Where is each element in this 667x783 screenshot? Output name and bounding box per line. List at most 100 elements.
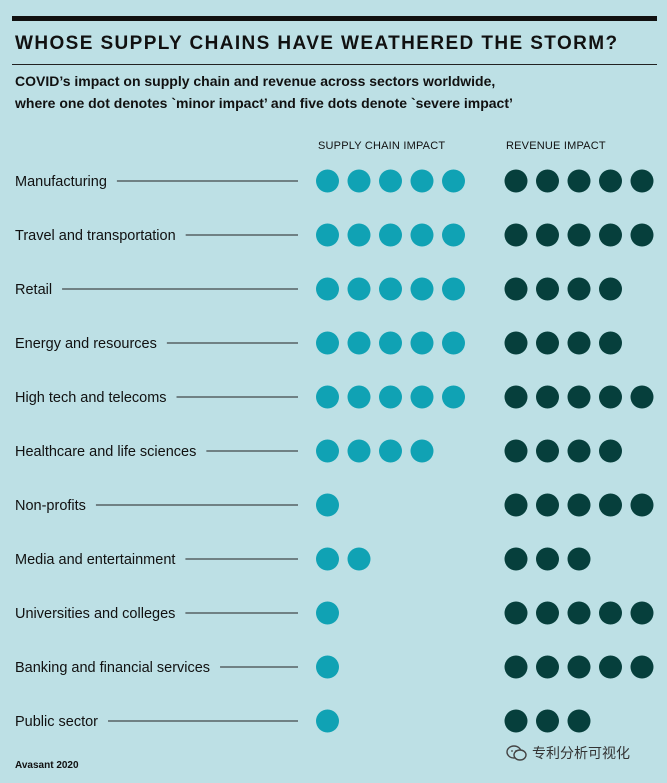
supply-dot-non-profits-1 — [316, 493, 339, 517]
row-label-retail: Retail — [15, 282, 52, 298]
revenue-dot-public-sector-2 — [536, 709, 559, 733]
supply-dot-media-and-entertainment-1 — [316, 547, 339, 571]
title-divider — [12, 64, 657, 65]
revenue-dot-media-and-entertainment-2 — [536, 547, 559, 571]
revenue-dot-high-tech-and-telecoms-4 — [599, 385, 622, 409]
supply-dot-retail-1 — [316, 277, 339, 301]
supply-dot-travel-and-transportation-1 — [316, 223, 339, 247]
row-label-non-profits: Non-profits — [15, 498, 86, 514]
revenue-dot-non-profits-5 — [630, 493, 654, 517]
supply-dot-media-and-entertainment-2 — [347, 547, 371, 571]
supply-dot-retail-2 — [347, 277, 371, 301]
revenue-dot-universities-and-colleges-2 — [536, 601, 559, 625]
supply-dot-manufacturing-2 — [347, 169, 371, 193]
revenue-dot-media-and-entertainment-3 — [567, 547, 591, 571]
supply-dot-travel-and-transportation-5 — [442, 223, 465, 247]
supply-dot-banking-and-financial-services-1 — [316, 655, 339, 679]
supply-dot-retail-5 — [442, 277, 465, 301]
row-label-healthcare-and-life-sciences: Healthcare and life sciences — [15, 444, 196, 460]
row-label-travel-and-transportation: Travel and transportation — [15, 228, 176, 244]
supply-dot-high-tech-and-telecoms-4 — [410, 385, 434, 409]
revenue-dot-retail-4 — [599, 277, 622, 301]
supply-dot-high-tech-and-telecoms-2 — [347, 385, 371, 409]
supply-dot-healthcare-and-life-sciences-1 — [316, 439, 339, 463]
revenue-dot-banking-and-financial-services-5 — [630, 655, 654, 679]
watermark: 专利分析可视化 — [506, 743, 630, 763]
revenue-dot-manufacturing-2 — [536, 169, 559, 193]
row-label-energy-and-resources: Energy and resources — [15, 336, 157, 352]
supply-dot-public-sector-1 — [316, 709, 339, 733]
revenue-dot-energy-and-resources-3 — [567, 331, 591, 355]
supply-dot-travel-and-transportation-3 — [379, 223, 402, 247]
revenue-dot-banking-and-financial-services-3 — [567, 655, 591, 679]
wechat-icon — [506, 745, 527, 761]
supply-dot-energy-and-resources-1 — [316, 331, 339, 355]
supply-dot-high-tech-and-telecoms-3 — [379, 385, 402, 409]
supply-dot-manufacturing-1 — [316, 169, 339, 193]
supply-dot-retail-4 — [410, 277, 434, 301]
revenue-dot-banking-and-financial-services-2 — [536, 655, 559, 679]
supply-dot-manufacturing-3 — [379, 169, 402, 193]
revenue-dot-high-tech-and-telecoms-5 — [630, 385, 654, 409]
row-label-banking-and-financial-services: Banking and financial services — [15, 660, 210, 676]
supply-dot-energy-and-resources-2 — [347, 331, 371, 355]
revenue-dot-non-profits-2 — [536, 493, 559, 517]
revenue-dot-travel-and-transportation-4 — [599, 223, 622, 247]
revenue-dot-retail-3 — [567, 277, 591, 301]
row-label-manufacturing: Manufacturing — [15, 174, 107, 190]
row-label-universities-and-colleges: Universities and colleges — [15, 606, 175, 622]
revenue-dot-non-profits-4 — [599, 493, 622, 517]
revenue-dot-public-sector-1 — [504, 709, 528, 733]
revenue-dot-travel-and-transportation-1 — [504, 223, 528, 247]
revenue-dot-banking-and-financial-services-1 — [504, 655, 528, 679]
row-label-high-tech-and-telecoms: High tech and telecoms — [15, 390, 167, 406]
supply-dot-universities-and-colleges-1 — [316, 601, 339, 625]
supply-dot-retail-3 — [379, 277, 402, 301]
revenue-dot-healthcare-and-life-sciences-4 — [599, 439, 622, 463]
revenue-dot-travel-and-transportation-5 — [630, 223, 654, 247]
chart-title: WHOSE SUPPLY CHAINS HAVE WEATHERED THE S… — [15, 33, 619, 54]
revenue-dot-non-profits-1 — [504, 493, 528, 517]
chart-subtitle: COVID’s impact on supply chain and reven… — [15, 70, 635, 114]
revenue-dot-high-tech-and-telecoms-3 — [567, 385, 591, 409]
revenue-dot-high-tech-and-telecoms-1 — [504, 385, 528, 409]
row-label-public-sector: Public sector — [15, 714, 98, 730]
revenue-column-header: REVENUE IMPACT — [506, 140, 606, 152]
revenue-dot-non-profits-3 — [567, 493, 591, 517]
supply-dot-healthcare-and-life-sciences-2 — [347, 439, 371, 463]
revenue-dot-travel-and-transportation-2 — [536, 223, 559, 247]
subtitle-line-2: where one dot denotes `minor impact’ and… — [15, 95, 513, 111]
supply-dot-energy-and-resources-4 — [410, 331, 434, 355]
revenue-dot-manufacturing-3 — [567, 169, 591, 193]
revenue-dot-media-and-entertainment-1 — [504, 547, 528, 571]
revenue-dot-universities-and-colleges-3 — [567, 601, 591, 625]
revenue-dot-energy-and-resources-2 — [536, 331, 559, 355]
supply-dot-travel-and-transportation-2 — [347, 223, 371, 247]
revenue-dot-healthcare-and-life-sciences-3 — [567, 439, 591, 463]
supply-dot-high-tech-and-telecoms-1 — [316, 385, 339, 409]
supply-dot-manufacturing-5 — [442, 169, 465, 193]
supply-dot-healthcare-and-life-sciences-4 — [410, 439, 434, 463]
row-label-media-and-entertainment: Media and entertainment — [15, 552, 175, 568]
revenue-dot-manufacturing-5 — [630, 169, 654, 193]
supply-dot-manufacturing-4 — [410, 169, 434, 193]
revenue-dot-universities-and-colleges-5 — [630, 601, 654, 625]
revenue-dot-energy-and-resources-4 — [599, 331, 622, 355]
revenue-dot-healthcare-and-life-sciences-2 — [536, 439, 559, 463]
revenue-dot-manufacturing-1 — [504, 169, 528, 193]
top-bar — [12, 16, 657, 21]
revenue-dot-high-tech-and-telecoms-2 — [536, 385, 559, 409]
supply-dot-high-tech-and-telecoms-5 — [442, 385, 465, 409]
source-label: Avasant 2020 — [15, 760, 79, 771]
revenue-dot-universities-and-colleges-4 — [599, 601, 622, 625]
revenue-dot-healthcare-and-life-sciences-1 — [504, 439, 528, 463]
revenue-dot-retail-2 — [536, 277, 559, 301]
supply-dot-healthcare-and-life-sciences-3 — [379, 439, 402, 463]
revenue-dot-public-sector-3 — [567, 709, 591, 733]
supply-dot-energy-and-resources-5 — [442, 331, 465, 355]
revenue-dot-banking-and-financial-services-4 — [599, 655, 622, 679]
supply-chain-column-header: SUPPLY CHAIN IMPACT — [318, 140, 446, 152]
revenue-dot-travel-and-transportation-3 — [567, 223, 591, 247]
supply-dot-energy-and-resources-3 — [379, 331, 402, 355]
